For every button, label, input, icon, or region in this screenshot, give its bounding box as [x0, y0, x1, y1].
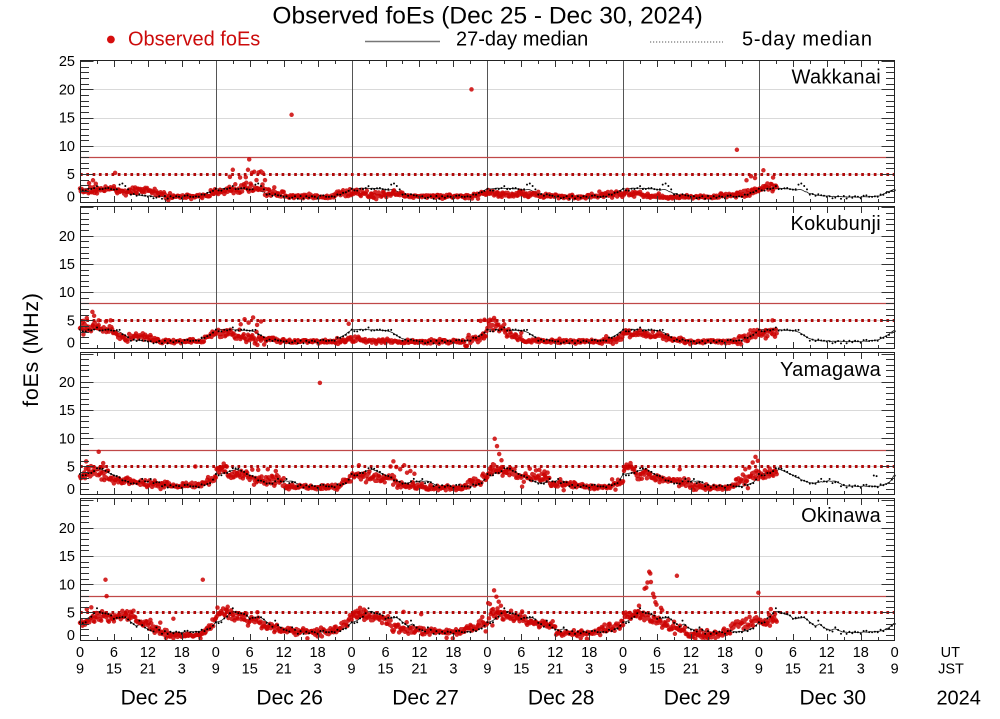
svg-text:Dec 27: Dec 27 [392, 686, 459, 709]
svg-text:UT: UT [941, 645, 960, 661]
svg-text:0: 0 [67, 189, 75, 205]
svg-text:21: 21 [819, 662, 835, 678]
svg-text:0: 0 [483, 645, 491, 661]
svg-text:10: 10 [59, 285, 75, 301]
svg-text:15: 15 [242, 662, 258, 678]
svg-text:5: 5 [67, 167, 75, 183]
svg-text:Dec 30: Dec 30 [800, 686, 867, 709]
svg-text:9: 9 [76, 662, 84, 678]
svg-text:0: 0 [67, 628, 75, 644]
svg-text:20: 20 [59, 229, 75, 245]
svg-text:15: 15 [59, 549, 75, 565]
svg-text:Observed foEs: Observed foEs [128, 29, 260, 51]
svg-text:15: 15 [377, 662, 393, 678]
svg-text:21: 21 [276, 662, 292, 678]
svg-text:20: 20 [59, 83, 75, 99]
svg-text:10: 10 [59, 431, 75, 447]
svg-text:6: 6 [517, 645, 525, 661]
svg-text:5: 5 [67, 606, 75, 622]
svg-text:Wakkanai: Wakkanai [792, 67, 881, 89]
svg-text:0: 0 [348, 645, 356, 661]
svg-text:6: 6 [246, 645, 254, 661]
svg-text:18: 18 [174, 645, 190, 661]
svg-text:12: 12 [140, 645, 156, 661]
svg-text:6: 6 [110, 645, 118, 661]
svg-text:Dec 28: Dec 28 [528, 686, 595, 709]
svg-text:foEs (MHz): foEs (MHz) [19, 292, 43, 407]
svg-text:12: 12 [411, 645, 427, 661]
svg-text:0: 0 [67, 336, 75, 352]
svg-text:25: 25 [59, 54, 75, 70]
svg-text:Dec 26: Dec 26 [256, 686, 323, 709]
svg-text:18: 18 [853, 645, 869, 661]
svg-text:Okinawa: Okinawa [801, 505, 881, 527]
svg-text:10: 10 [59, 139, 75, 155]
svg-text:6: 6 [653, 645, 661, 661]
svg-text:18: 18 [581, 645, 597, 661]
svg-text:15: 15 [59, 257, 75, 273]
svg-text:21: 21 [547, 662, 563, 678]
svg-text:10: 10 [59, 577, 75, 593]
svg-text:Dec 25: Dec 25 [121, 686, 188, 709]
svg-text:27-day median: 27-day median [456, 29, 588, 51]
svg-text:Dec 29: Dec 29 [664, 686, 731, 709]
svg-text:21: 21 [683, 662, 699, 678]
svg-text:0: 0 [76, 645, 84, 661]
svg-text:0: 0 [212, 645, 220, 661]
svg-text:12: 12 [819, 645, 835, 661]
svg-text:21: 21 [140, 662, 156, 678]
svg-text:Observed foEs (Dec 25 - Dec 30: Observed foEs (Dec 25 - Dec 30, 2024) [272, 3, 702, 30]
svg-text:0: 0 [67, 482, 75, 498]
svg-text:6: 6 [789, 645, 797, 661]
svg-text:15: 15 [59, 403, 75, 419]
svg-text:3: 3 [449, 662, 457, 678]
svg-text:18: 18 [310, 645, 326, 661]
svg-text:2024: 2024 [936, 687, 981, 709]
svg-text:3: 3 [178, 662, 186, 678]
svg-text:0: 0 [891, 645, 899, 661]
svg-text:9: 9 [483, 662, 491, 678]
svg-text:20: 20 [59, 375, 75, 391]
svg-text:Kokubunji: Kokubunji [790, 213, 881, 235]
svg-text:JST: JST [938, 662, 964, 678]
svg-text:18: 18 [717, 645, 733, 661]
svg-text:6: 6 [381, 645, 389, 661]
svg-text:3: 3 [314, 662, 322, 678]
svg-text:12: 12 [547, 645, 563, 661]
svg-text:0: 0 [755, 645, 763, 661]
svg-text:15: 15 [106, 662, 122, 678]
svg-text:15: 15 [649, 662, 665, 678]
svg-text:15: 15 [59, 111, 75, 127]
svg-text:20: 20 [59, 521, 75, 537]
svg-text:15: 15 [785, 662, 801, 678]
svg-text:9: 9 [619, 662, 627, 678]
svg-text:3: 3 [721, 662, 729, 678]
svg-text:5: 5 [67, 460, 75, 476]
svg-text:12: 12 [683, 645, 699, 661]
svg-text:9: 9 [212, 662, 220, 678]
svg-text:Yamagawa: Yamagawa [780, 359, 882, 381]
svg-text:5: 5 [67, 314, 75, 330]
svg-text:21: 21 [411, 662, 427, 678]
svg-text:3: 3 [585, 662, 593, 678]
svg-text:9: 9 [755, 662, 763, 678]
svg-text:3: 3 [857, 662, 865, 678]
svg-text:18: 18 [445, 645, 461, 661]
svg-text:0: 0 [619, 645, 627, 661]
svg-text:5-day median: 5-day median [742, 29, 873, 51]
svg-text:15: 15 [513, 662, 529, 678]
svg-text:12: 12 [276, 645, 292, 661]
svg-text:9: 9 [891, 662, 899, 678]
svg-text:9: 9 [348, 662, 356, 678]
